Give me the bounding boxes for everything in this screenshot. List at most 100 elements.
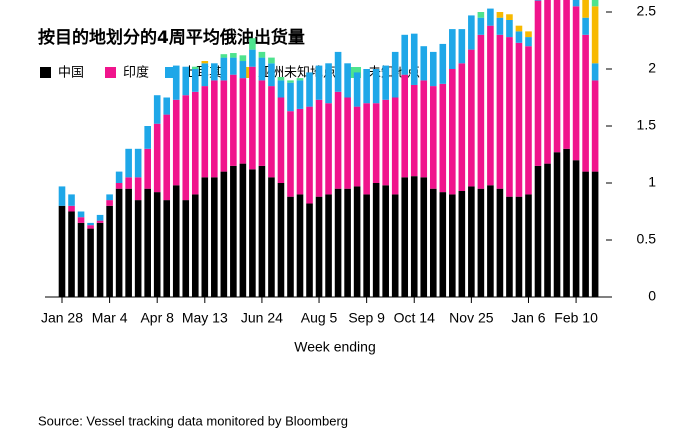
bar-segment — [563, 0, 570, 149]
chart-title: 按目的地划分的4周平均俄油出货量 — [38, 27, 305, 48]
bar-segment — [306, 72, 313, 107]
bar-segment — [525, 46, 532, 195]
bar-segment — [515, 196, 523, 297]
bar-segment — [287, 111, 294, 197]
x-tick-label: Feb 10 — [554, 310, 598, 326]
bar-segment — [344, 188, 351, 297]
bar-segment — [563, 148, 570, 297]
bar-segment — [287, 82, 294, 112]
y-tick-label: 2.5 — [637, 3, 657, 19]
bar-segment — [96, 220, 104, 223]
bar-segment — [344, 63, 351, 98]
bar-segment — [468, 15, 475, 50]
bar-segment — [115, 171, 123, 183]
bar-segment — [58, 186, 66, 206]
bar-segment — [287, 196, 294, 297]
x-tick-label: Jan 28 — [41, 310, 83, 326]
bar-segment — [258, 51, 266, 58]
bar-segment — [496, 12, 504, 18]
bar-segment — [344, 97, 351, 189]
bar-segment — [87, 228, 94, 297]
bar-segment — [201, 177, 209, 297]
bar-segment — [458, 190, 466, 297]
bar-segment — [134, 200, 142, 297]
bar-segment — [410, 176, 418, 297]
bar-segment — [572, 0, 580, 7]
bar-segment — [191, 91, 199, 195]
source: Source: Vessel tracking data monitored b… — [38, 413, 348, 428]
bar-segment — [87, 222, 94, 226]
bar-segment — [391, 97, 399, 195]
bar-segment — [534, 165, 542, 297]
bar-segment — [487, 25, 494, 186]
x-tick-label: May 13 — [182, 310, 228, 326]
bar-segment — [249, 66, 256, 170]
bar-segment — [591, 171, 599, 297]
bar-segment — [582, 171, 589, 297]
bar-segment — [525, 31, 532, 38]
bar-segment — [296, 108, 304, 195]
bar-segment — [353, 106, 361, 187]
bar-segment — [372, 69, 380, 104]
bar-segment — [420, 80, 428, 178]
bar-segment — [582, 17, 589, 35]
bar-segment — [315, 65, 323, 100]
bar-segment — [125, 188, 132, 297]
bar-segment — [477, 188, 485, 297]
x-tick-label: Aug 5 — [301, 310, 338, 326]
bar-segment — [172, 99, 180, 186]
bar-segment — [125, 148, 132, 178]
bar-segment — [191, 69, 199, 92]
bar-segment — [372, 103, 380, 183]
y-tick-label: 2 — [648, 60, 656, 76]
bar-segment — [258, 57, 266, 81]
bar-segment — [211, 63, 218, 81]
bar-segment — [87, 225, 94, 229]
bar-segment — [153, 192, 161, 297]
bar-segment — [77, 217, 85, 223]
bar-segment — [401, 34, 409, 75]
bar-segment — [487, 185, 494, 297]
legend-swatch — [105, 67, 116, 78]
bar-segment — [296, 78, 304, 81]
x-tick-label: Nov 25 — [449, 310, 494, 326]
y-tick-label: 0 — [648, 288, 656, 304]
bar-segment — [172, 65, 180, 100]
bar-segment — [429, 51, 437, 87]
bar-segment — [591, 63, 599, 81]
bar-segment — [277, 76, 285, 81]
bar-segment — [553, 152, 561, 297]
bar-segment — [439, 192, 447, 297]
bar-segment — [268, 177, 275, 297]
bar-segment — [363, 69, 370, 104]
bar-segment — [106, 200, 113, 206]
bar-segment — [410, 84, 418, 177]
x-tick-label: Sep 9 — [348, 310, 385, 326]
bar-segment — [515, 31, 523, 43]
bar-segment — [534, 0, 542, 166]
bar-segment — [211, 177, 218, 297]
bar-segment — [572, 6, 580, 161]
bar-segment — [477, 34, 485, 189]
bar-segment — [268, 63, 275, 87]
bar-segment — [125, 177, 132, 189]
bar-segment — [325, 103, 332, 195]
bar-segment — [439, 83, 447, 193]
bar-segment — [296, 194, 304, 297]
bar-segment — [534, 0, 542, 1]
bar-segment — [277, 183, 285, 297]
bar-segment — [353, 186, 361, 297]
bar-segment — [468, 186, 475, 297]
bar-segment — [134, 148, 142, 178]
bar-segment — [239, 61, 247, 79]
bar-segment — [277, 97, 285, 183]
bar-segment — [325, 194, 332, 297]
bar-segment — [458, 63, 466, 191]
bar-segment — [106, 205, 113, 297]
bar-segment — [391, 194, 399, 297]
bar-segment — [496, 17, 504, 35]
bar-segment — [220, 171, 228, 297]
bar-segment — [220, 80, 228, 172]
bar-segment — [239, 163, 247, 297]
bar-segment — [144, 148, 151, 189]
